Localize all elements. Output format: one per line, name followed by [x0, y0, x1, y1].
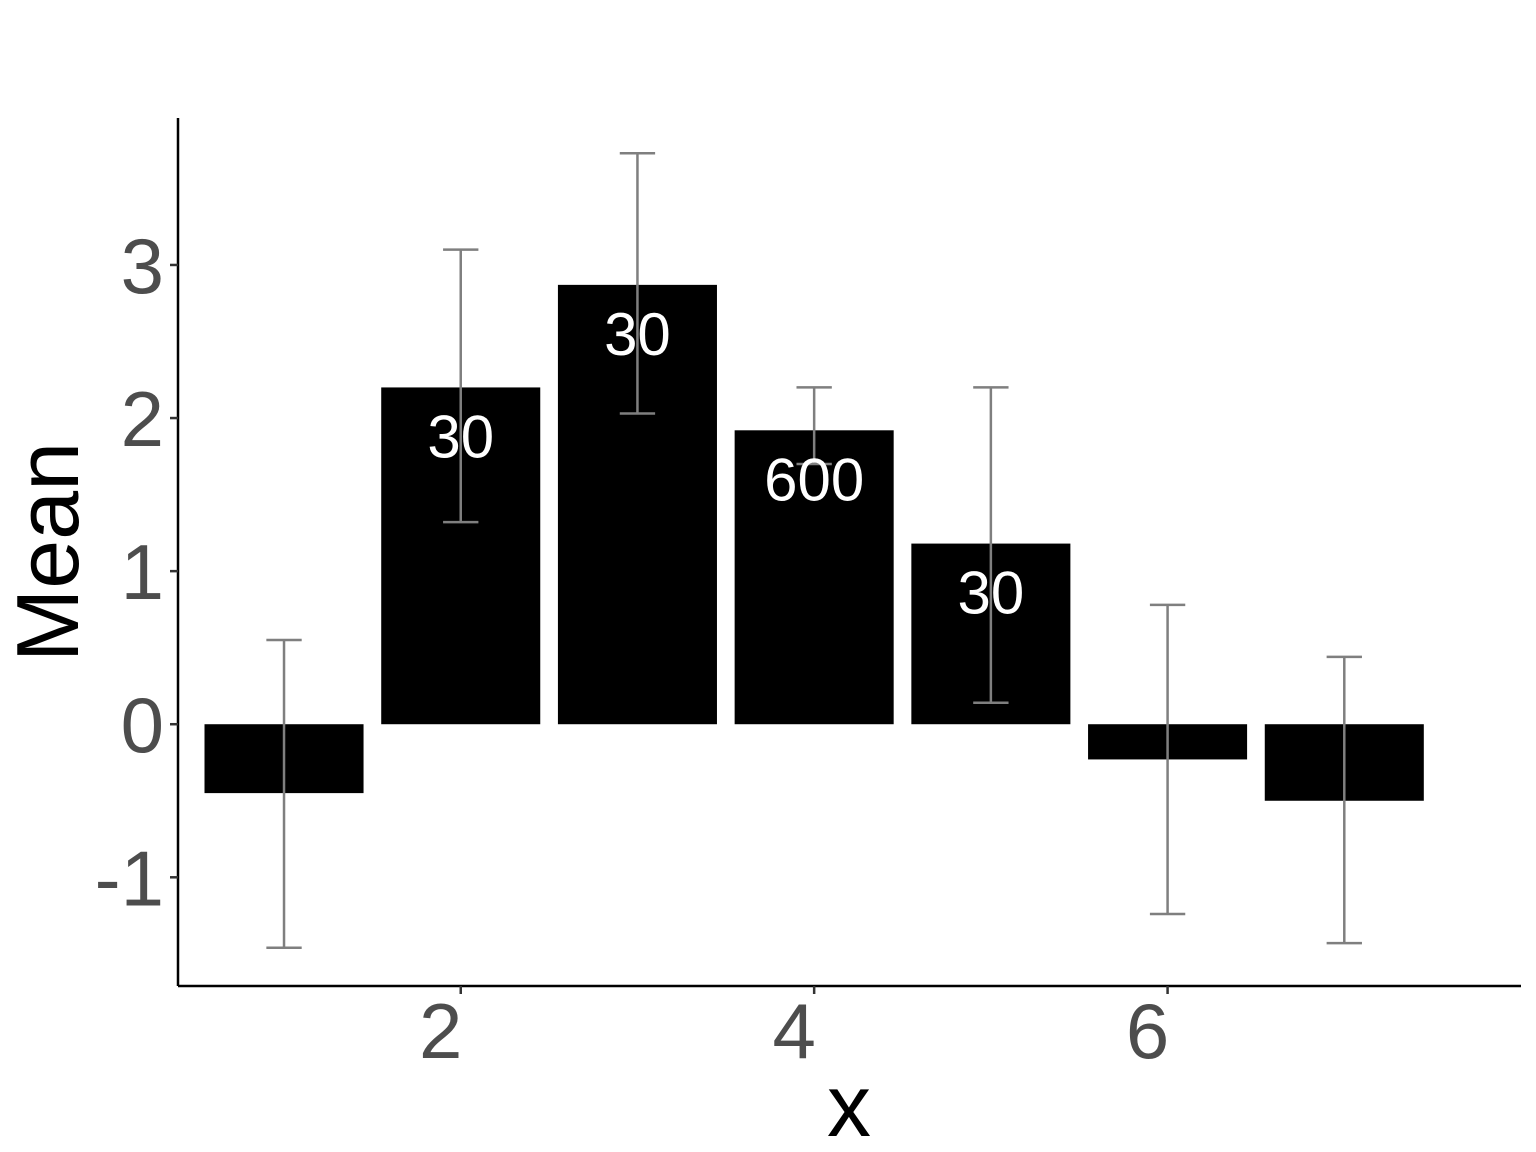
x-axis-title: x [827, 1056, 871, 1152]
bar-label-4: 600 [764, 446, 864, 513]
y-tick-label: 1 [121, 528, 164, 616]
bars-layer [204, 284, 1424, 801]
bar-label-2: 30 [427, 403, 494, 470]
errorbars-layer [266, 151, 1362, 949]
y-tick-label: -1 [95, 834, 164, 922]
bar-label-3: 30 [604, 301, 671, 368]
y-ticks-layer: -1 0 1 2 3 [95, 222, 178, 922]
y-axis-title: Mean [0, 442, 97, 662]
bar-labels-layer: 30 30 600 30 [427, 301, 1024, 627]
y-tick-label: 2 [121, 375, 164, 463]
x-tick-label: 6 [1126, 987, 1169, 1075]
y-tick-label: 0 [121, 681, 164, 769]
errorbar-2 [443, 248, 479, 524]
errorbar-4 [796, 386, 832, 466]
bar-4 [734, 430, 894, 725]
errorbar-6 [1149, 603, 1186, 916]
bar-label-5: 30 [957, 560, 1024, 627]
errorbar-7 [1326, 655, 1362, 945]
x-ticks-layer: 2 4 6 [419, 986, 1169, 1075]
errorbar-5 [973, 386, 1009, 705]
errorbar-1 [266, 638, 302, 949]
y-tick-label: 3 [121, 222, 164, 310]
x-tick-label: 4 [772, 987, 815, 1075]
errorbar-3 [619, 151, 656, 415]
x-tick-label: 2 [419, 987, 462, 1075]
